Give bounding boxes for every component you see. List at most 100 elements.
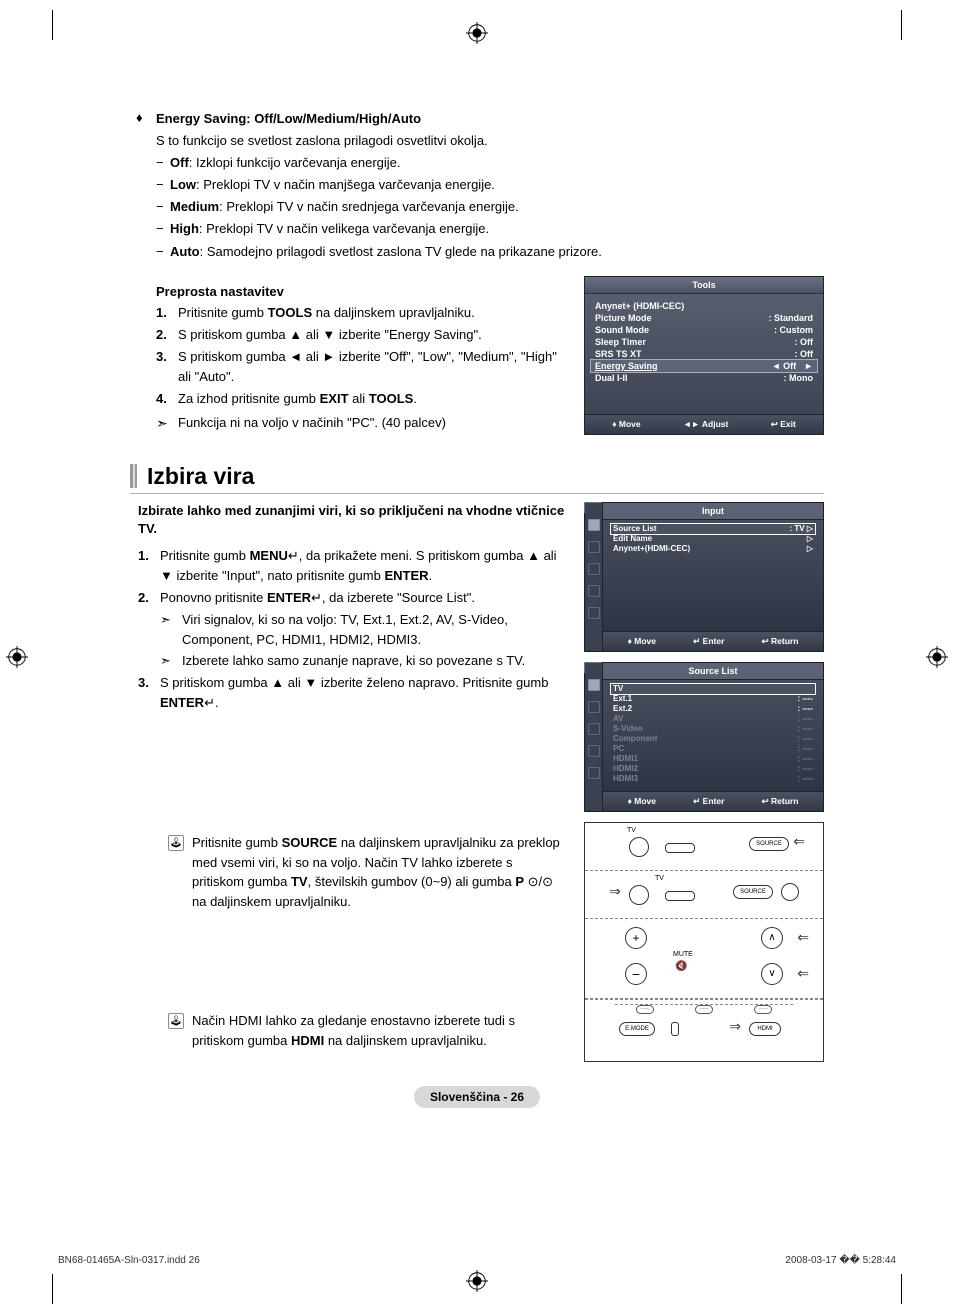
osd-row: HDMI2: ----	[611, 764, 815, 774]
osd-row: SRS TS XT: Off	[595, 348, 813, 360]
source-osd-title: Source List	[603, 663, 823, 680]
osd-row: Dual I-II: Mono	[595, 372, 813, 384]
osd-foot-return: ↩ Return	[762, 796, 799, 807]
print-date: 2008-03-17 �� 5:28:44	[785, 1255, 896, 1266]
energy-desc: S to funkcijo se svetlost zaslona prilag…	[156, 131, 488, 151]
energy-item: −Medium: Preklopi TV v način srednjega v…	[156, 197, 824, 217]
osd-row: PC: ----	[611, 744, 815, 754]
osd-row: Picture Mode: Standard	[595, 312, 813, 324]
osd-foot-enter: ↵ Enter	[693, 796, 724, 807]
remote-source-button: SOURCE	[749, 837, 789, 851]
step-item: 2.S pritiskom gumba ▲ ali ▼ izberite "En…	[156, 325, 566, 345]
callout-arrow-icon: ⇐	[797, 965, 809, 982]
energy-item: −High: Preklopi TV v način velikega varč…	[156, 219, 824, 239]
callout-arrow-icon: ⇒	[729, 1018, 741, 1035]
osd-row: Sleep Timer: Off	[595, 336, 813, 348]
step-item: 1.Pritisnite gumb TOOLS na daljinskem up…	[156, 303, 566, 323]
remote-icon: 🕹	[168, 1013, 184, 1029]
osd-row: Ext.1: ----	[611, 694, 815, 704]
note-arrow: ➣Izberete lahko samo zunanje naprave, ki…	[160, 651, 566, 671]
step-item: 2.Ponovno pritisnite ENTER↵, da izberete…	[138, 588, 566, 608]
remote-small-buttons: ····· ····· ·····	[615, 1004, 793, 1014]
remote-source-button: SOURCE	[733, 885, 773, 899]
page-content: ♦ Energy Saving: Off/Low/Medium/High/Aut…	[130, 110, 824, 1204]
osd-row: Anynet+ (HDMI-CEC)	[595, 300, 813, 312]
osd-row: Edit Name ▷	[611, 534, 815, 544]
input-osd: TV Input Source List: TV ▷Edit Name ▷Any…	[584, 502, 824, 652]
osd-row: Anynet+(HDMI-CEC) ▷	[611, 544, 815, 554]
remote-plus-button: +	[625, 927, 647, 949]
tools-osd-title: Tools	[585, 277, 823, 294]
remote-power-button	[665, 843, 695, 853]
osd-foot-return: ↩ Return	[762, 636, 799, 647]
callout-arrow-icon: ⇐	[797, 929, 809, 946]
osd-foot-enter: ↵ Enter	[693, 636, 724, 647]
energy-saving-section: ♦ Energy Saving: Off/Low/Medium/High/Aut…	[130, 110, 824, 262]
remote-mute-label: MUTE	[673, 951, 693, 958]
osd-row: HDMI3: ----	[611, 774, 815, 784]
note-arrow: ➣Viri signalov, ki so na voljo: TV, Ext.…	[160, 610, 566, 649]
remote-emode-button: E.MODE	[619, 1022, 655, 1036]
crop-mark	[52, 10, 53, 40]
crop-mark	[901, 10, 902, 40]
registration-mark	[6, 646, 28, 668]
remote-up-button: ∧	[761, 927, 783, 949]
osd-row: AV: ----	[611, 714, 815, 724]
registration-mark	[466, 1270, 488, 1292]
osd-foot-move: ♦ Move	[612, 419, 640, 430]
remote-button	[671, 1022, 679, 1036]
energy-title: Energy Saving: Off/Low/Medium/High/Auto	[156, 111, 421, 126]
remote-note-1: Pritisnite gumb SOURCE na daljinskem upr…	[192, 833, 566, 911]
step-item: 4.Za izhod pritisnite gumb EXIT ali TOOL…	[156, 389, 566, 409]
bullet-icon: ♦	[130, 110, 156, 129]
izbira-intro: Izbirate lahko med zunanjimi viri, ki so…	[138, 502, 566, 538]
callout-arrow-icon: ⇐	[793, 833, 805, 850]
registration-mark	[926, 646, 948, 668]
osd-row: Source List: TV ▷	[611, 524, 815, 534]
osd-foot-move: ♦ Move	[628, 636, 656, 647]
page-footer: Slovenščina - 26	[130, 1086, 824, 1108]
remote-tv-button	[629, 837, 649, 857]
osd-foot-adjust: ◄► Adjust	[683, 419, 728, 430]
source-list-osd: TV Source List TVExt.1: ----Ext.2: ----A…	[584, 662, 824, 812]
heading-text: Izbira vira	[147, 463, 254, 490]
osd-row: Energy Saving◄ Off ►	[591, 360, 817, 372]
print-footer: BN68-01465A-Sln-0317.indd 26 2008-03-17 …	[58, 1255, 896, 1266]
tools-osd: Tools Anynet+ (HDMI-CEC)Picture Mode: St…	[584, 276, 824, 435]
simple-setup-subtitle: Preprosta nastavitev	[156, 284, 566, 299]
energy-item: −Low: Preklopi TV v način manjšega varče…	[156, 175, 824, 195]
osd-row: Sound Mode: Custom	[595, 324, 813, 336]
remote-power-button	[665, 891, 695, 901]
remote-icon: 🕹	[168, 835, 184, 851]
remote-diagram: TV SOURCE ⇐ TV ⇒ SOURCE + − MUTE	[584, 822, 824, 1062]
crop-mark	[901, 1274, 902, 1304]
energy-note: Funkcija ni na voljo v načinih "PC". (40…	[178, 413, 446, 434]
osd-row: Component: ----	[611, 734, 815, 744]
step-item: 3.S pritiskom gumba ◄ ali ► izberite "Of…	[156, 347, 566, 387]
print-file: BN68-01465A-Sln-0317.indd 26	[58, 1255, 200, 1266]
heading-stripe-icon	[130, 464, 137, 488]
remote-note-2: Način HDMI lahko za gledanje enostavno i…	[192, 1011, 566, 1050]
page-number-badge: Slovenščina - 26	[414, 1086, 540, 1108]
osd-row: TV	[611, 684, 815, 694]
osd-foot-move: ♦ Move	[628, 796, 656, 807]
energy-item: −Off: Izklopi funkcijo varčevanja energi…	[156, 153, 824, 173]
input-osd-title: Input	[603, 503, 823, 520]
note-arrow-icon: ➣	[156, 413, 178, 434]
step-item: 3.S pritiskom gumba ▲ ali ▼ izberite žel…	[138, 673, 566, 713]
osd-row: Ext.2: ----	[611, 704, 815, 714]
remote-tv-label: TV	[627, 827, 636, 834]
osd-row: S-Video: ----	[611, 724, 815, 734]
remote-minus-button: −	[625, 963, 647, 985]
remote-down-button: ∨	[761, 963, 783, 985]
remote-hdmi-button: HDMI	[749, 1022, 781, 1036]
mute-icon: 🔇	[675, 961, 687, 972]
callout-arrow-icon: ⇒	[609, 883, 621, 900]
izbira-vira-heading: Izbira vira	[130, 463, 824, 494]
step-item: 1.Pritisnite gumb MENU↵, da prikažete me…	[138, 546, 566, 586]
osd-foot-exit: ↩ Exit	[771, 419, 796, 430]
registration-mark	[466, 22, 488, 44]
osd-row: HDMI1: ----	[611, 754, 815, 764]
remote-button	[781, 883, 799, 901]
energy-item: −Auto: Samodejno prilagodi svetlost zasl…	[156, 242, 824, 262]
